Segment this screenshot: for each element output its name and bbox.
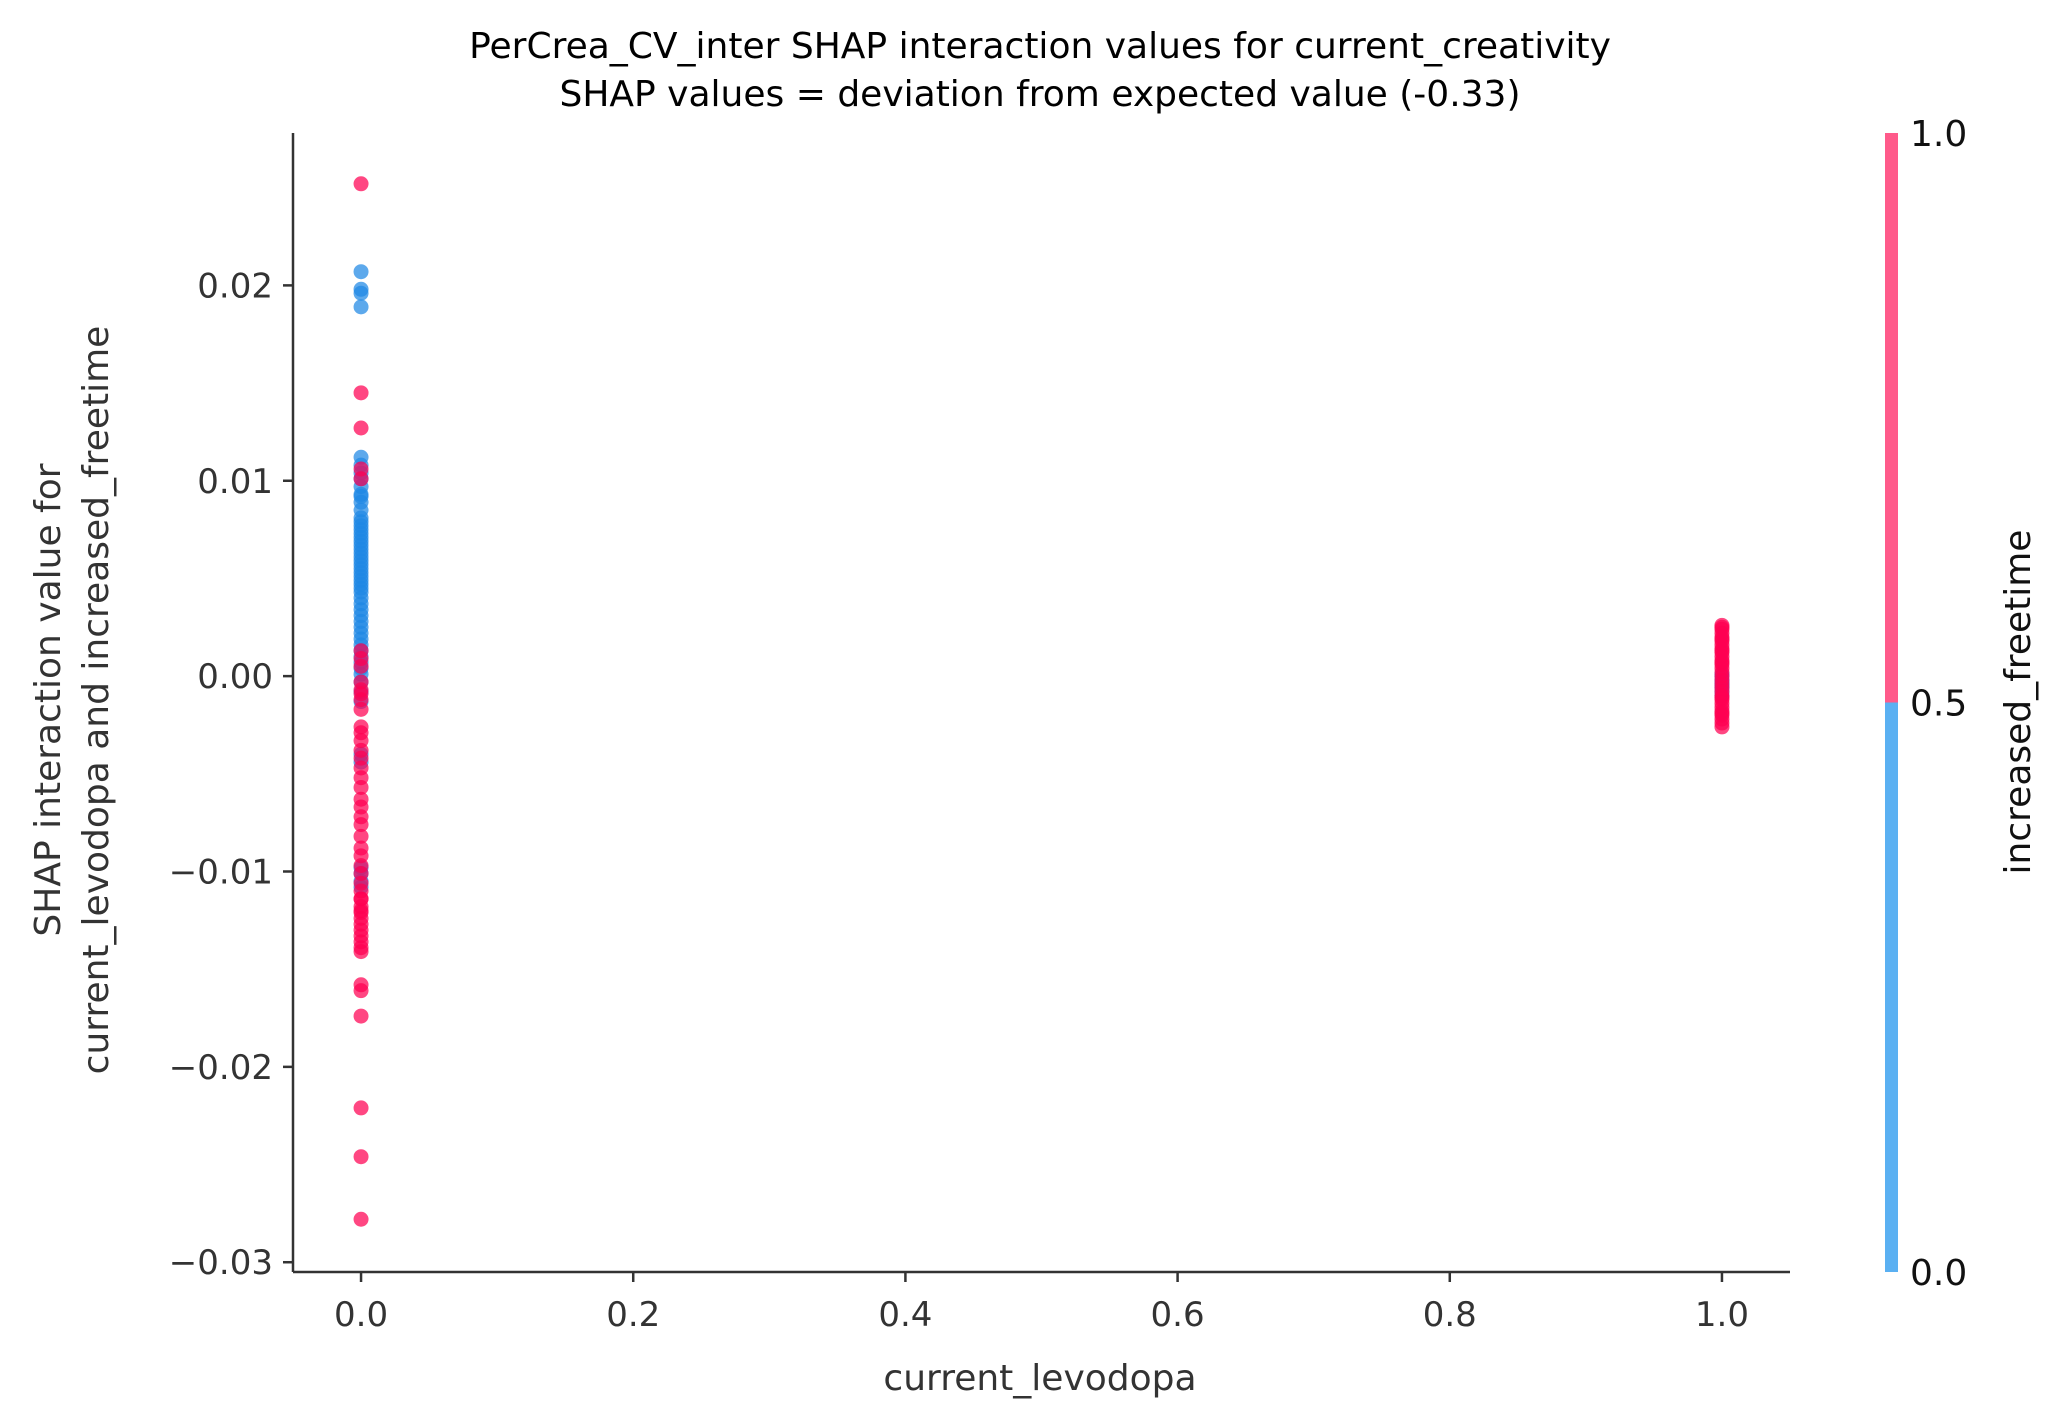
scatter-point-series-1 — [1714, 631, 1730, 647]
scatter-point-series-1 — [353, 701, 369, 717]
x-tick-label: 0.4 — [878, 1295, 932, 1335]
colorbar-tick-label: 1.0 — [1910, 114, 1967, 155]
scatter-point-series-1 — [353, 1211, 369, 1227]
scatter-point-series-1 — [353, 903, 369, 919]
scatter-point-series-0 — [353, 285, 369, 301]
scatter-point-series-0 — [353, 299, 369, 315]
scatter-point-series-1 — [1714, 619, 1730, 635]
x-axis-label: current_levodopa — [883, 1358, 1196, 1399]
x-tick-label: 0.2 — [606, 1295, 660, 1335]
scatter-point-series-1 — [353, 420, 369, 436]
scatter-point-series-1 — [353, 944, 369, 960]
scatter-point-series-1 — [353, 817, 369, 833]
scatter-point-series-1 — [353, 385, 369, 401]
scatter-point-series-1 — [353, 828, 369, 844]
colorbar — [1885, 133, 1898, 1272]
scatter-point-series-1 — [353, 176, 369, 192]
scatter-point-series-1 — [353, 658, 369, 674]
scatter-point-series-1 — [353, 1149, 369, 1165]
y-ticks: −0.03 −0.02 −0.01 0.00 0.01 0.02 — [169, 266, 293, 1283]
scatter-point-series-1 — [353, 779, 369, 795]
x-tick-label: 1.0 — [1695, 1295, 1749, 1335]
colorbar-tick-label: 0.0 — [1910, 1253, 1967, 1294]
chart-title-line1: PerCrea_CV_inter SHAP interaction values… — [469, 26, 1611, 67]
x-tick-label: 0.8 — [1423, 1295, 1477, 1335]
y-axis-label-line2: current_levodopa and increased_freetime — [76, 326, 117, 1075]
y-tick-label: 0.00 — [197, 657, 273, 697]
y-tick-label: −0.03 — [169, 1243, 273, 1283]
scatter-point-series-1 — [1714, 719, 1730, 735]
scatter-point-series-1 — [353, 983, 369, 999]
y-tick-label: −0.02 — [169, 1048, 273, 1088]
chart-title-line2: SHAP values = deviation from expected va… — [559, 74, 1520, 115]
scatter-point-series-1 — [353, 686, 369, 702]
scatter-point-series-1 — [1714, 705, 1730, 721]
scatter-point-series-1 — [1714, 654, 1730, 670]
x-tick-label: 0.0 — [334, 1295, 388, 1335]
colorbar-label: increased_freetime — [1998, 530, 2039, 875]
y-axis-label-line1: SHAP interaction value for — [28, 463, 69, 936]
scatter-point-series-1 — [353, 891, 369, 907]
colorbar-ticks: 0.0 0.5 1.0 — [1910, 114, 1967, 1294]
x-ticks: 0.0 0.2 0.4 0.6 0.8 1.0 — [334, 1272, 1749, 1335]
x-tick-label: 0.6 — [1151, 1295, 1205, 1335]
scatter-point-series-0 — [353, 264, 369, 280]
scatter-points — [353, 176, 1730, 1227]
y-tick-label: 0.01 — [197, 462, 273, 502]
scatter-point-series-1 — [353, 471, 369, 487]
y-axis-label: SHAP interaction value for current_levod… — [28, 326, 117, 1075]
y-tick-label: −0.01 — [169, 852, 273, 892]
colorbar-tick-label: 0.5 — [1910, 684, 1967, 725]
scatter-point-series-1 — [353, 1100, 369, 1116]
y-tick-label: 0.02 — [197, 266, 273, 306]
scatter-point-series-1 — [1714, 643, 1730, 659]
scatter-point-series-1 — [1714, 690, 1730, 706]
scatter-point-series-1 — [353, 674, 369, 690]
scatter-point-series-1 — [353, 1008, 369, 1024]
